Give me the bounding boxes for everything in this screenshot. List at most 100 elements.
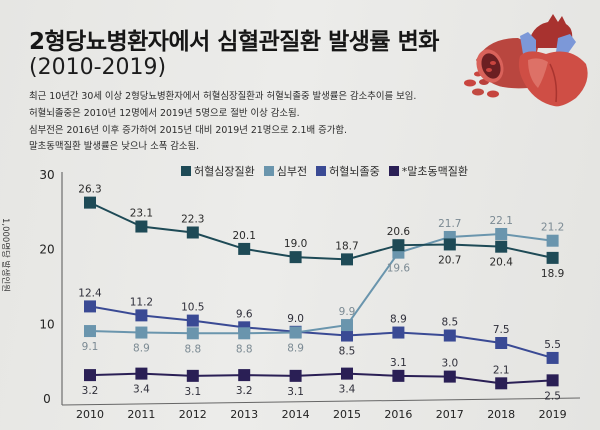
data-point-marker xyxy=(84,300,96,313)
description-line: 말초동맥질환 발생률은 낮으나 소폭 감소됨. xyxy=(29,141,200,153)
legend-swatch xyxy=(263,166,274,176)
data-point-marker xyxy=(392,239,405,252)
series-line-3 xyxy=(89,372,553,385)
data-label: 3.4 xyxy=(339,384,356,396)
x-tick-label: 2011 xyxy=(127,408,155,421)
data-label: 3.4 xyxy=(133,384,150,396)
legend-item-peripheral-artery: *말초동맥질환 xyxy=(388,163,468,179)
blood-cell-icon xyxy=(487,90,499,98)
data-label: 20.4 xyxy=(490,257,514,269)
data-point-marker xyxy=(135,367,148,380)
x-tick-label: 2012 xyxy=(179,408,207,421)
data-label: 3.0 xyxy=(441,358,458,370)
page-subtitle: (2010-2019) xyxy=(29,55,167,80)
data-point-marker xyxy=(238,369,251,382)
data-label: 8.9 xyxy=(390,314,407,326)
data-label: 8.8 xyxy=(184,343,201,355)
data-point-marker xyxy=(84,196,96,209)
data-point-marker xyxy=(289,369,302,382)
data-label: 8.9 xyxy=(133,343,150,355)
data-point-marker xyxy=(495,227,508,240)
y-tick-label: 30 xyxy=(39,168,54,182)
data-label: 19.6 xyxy=(387,263,411,275)
legend-label: *말초동맥질환 xyxy=(401,165,468,178)
data-label: 5.5 xyxy=(544,339,561,351)
x-tick-label: 2015 xyxy=(333,408,361,421)
data-point-marker xyxy=(84,369,96,382)
data-point-marker xyxy=(443,329,456,342)
data-label: 9.1 xyxy=(82,341,99,353)
legend-swatch xyxy=(181,166,191,176)
legend-label: 허혈뇌졸중 xyxy=(329,165,380,178)
data-label: 9.6 xyxy=(236,308,253,320)
heart-illustration xyxy=(464,14,588,107)
legend-item-ischemic-heart: 허혈심장질환 xyxy=(181,163,255,179)
blood-cell-icon xyxy=(464,79,476,87)
x-axis xyxy=(61,397,581,406)
data-point-marker xyxy=(341,253,353,266)
data-point-marker xyxy=(238,242,251,255)
data-label: 18.9 xyxy=(541,268,564,280)
series-line-0 xyxy=(89,201,553,261)
description-line: 최근 10년간 30세 이상 2형당뇨병환자에서 허혈심장질환과 허혈뇌졸중 발… xyxy=(29,91,417,102)
description-line: 심부전은 2016년 이후 증가하여 2015년 대비 2019년 21명으로 … xyxy=(29,124,347,136)
data-point-marker xyxy=(392,326,405,339)
data-point-marker xyxy=(289,251,302,264)
x-tick-label: 2018 xyxy=(487,408,515,421)
data-label: 2.5 xyxy=(544,390,561,402)
data-label: 8.9 xyxy=(287,343,304,355)
data-point-marker xyxy=(546,251,559,264)
blood-cell-icon xyxy=(472,88,484,96)
x-tick-label: 2010 xyxy=(76,408,104,421)
data-label: 19.0 xyxy=(284,238,307,250)
data-point-marker xyxy=(546,234,559,247)
data-point-marker xyxy=(495,377,508,390)
data-label: 20.7 xyxy=(438,254,461,266)
page-title: 2형당뇨병환자에서 심혈관질환 발생률 변화 xyxy=(29,29,439,55)
data-point-marker xyxy=(341,319,353,332)
x-tick-label: 2013 xyxy=(230,408,258,421)
y-tick-label: 0 xyxy=(43,392,51,406)
data-label: 23.1 xyxy=(130,208,153,220)
data-point-marker xyxy=(341,367,353,380)
data-label: 10.5 xyxy=(181,302,204,314)
data-label: 9.9 xyxy=(339,306,356,318)
description: 최근 10년간 30세 이상 2형당뇨병환자에서 허혈심장질환과 허혈뇌졸중 발… xyxy=(29,89,416,156)
data-label: 3.1 xyxy=(390,357,407,369)
data-label: 21.7 xyxy=(438,218,461,230)
data-point-marker xyxy=(135,326,148,339)
data-point-marker xyxy=(495,337,508,349)
y-tick-label: 10 xyxy=(39,317,54,331)
x-tick-label: 2014 xyxy=(282,408,310,421)
data-label: 9.0 xyxy=(287,313,304,325)
legend-item-ischemic-stroke: 허혈뇌졸중 xyxy=(316,163,380,179)
data-label: 20.1 xyxy=(233,230,256,242)
data-label: 7.5 xyxy=(493,324,510,336)
data-label: 3.1 xyxy=(184,386,201,398)
data-label: 8.5 xyxy=(441,317,458,329)
chart-legend: 허혈심장질환 심부전 허혈뇌졸중 *말초동맥질환 xyxy=(181,163,468,179)
data-label: 12.4 xyxy=(78,287,102,299)
x-tick-label: 2019 xyxy=(539,408,567,421)
data-point-marker xyxy=(546,374,559,387)
data-point-marker xyxy=(289,326,302,339)
legend-item-heart-failure: 심부전 xyxy=(263,163,308,179)
data-label: 2.1 xyxy=(493,364,510,376)
legend-label: 허혈심장질환 xyxy=(194,165,255,178)
data-point-marker xyxy=(186,369,199,382)
legend-label: 심부전 xyxy=(276,165,308,178)
data-label: 22.3 xyxy=(181,213,204,225)
data-point-marker xyxy=(186,226,199,239)
data-point-marker xyxy=(135,309,148,322)
data-point-marker xyxy=(495,240,508,253)
y-tick-label: 20 xyxy=(39,243,54,257)
data-point-marker xyxy=(186,327,199,340)
data-label: 11.2 xyxy=(130,296,153,308)
legend-swatch xyxy=(388,166,399,176)
data-point-marker xyxy=(392,246,405,259)
data-point-marker xyxy=(238,327,251,340)
data-point-marker xyxy=(186,314,199,327)
data-point-marker xyxy=(443,370,456,383)
data-point-marker xyxy=(443,238,456,251)
